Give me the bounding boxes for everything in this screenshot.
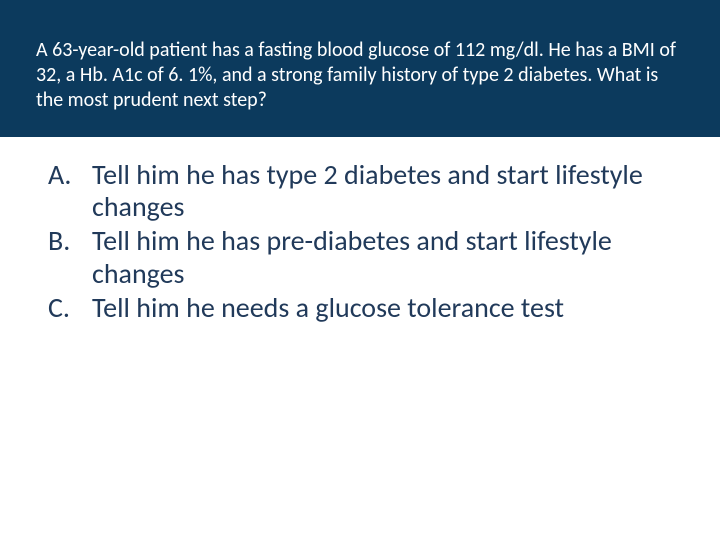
answer-item: C. Tell him he needs a glucose tolerance… [48, 292, 672, 324]
question-text: A 63-year-old patient has a fasting bloo… [36, 38, 684, 113]
answer-item: B. Tell him he has pre-diabetes and star… [48, 225, 672, 289]
answer-marker: A. [48, 159, 92, 191]
slide: A 63-year-old patient has a fasting bloo… [0, 0, 720, 540]
answer-text: Tell him he has type 2 diabetes and star… [92, 159, 672, 223]
answer-marker: C. [48, 292, 92, 324]
header-band: A 63-year-old patient has a fasting bloo… [0, 0, 720, 137]
answer-text: Tell him he has pre-diabetes and start l… [92, 225, 672, 289]
answer-marker: B. [48, 225, 92, 257]
answer-list: A. Tell him he has type 2 diabetes and s… [48, 159, 672, 324]
body-area: A. Tell him he has type 2 diabetes and s… [0, 137, 720, 324]
answer-text: Tell him he needs a glucose tolerance te… [92, 292, 672, 324]
answer-item: A. Tell him he has type 2 diabetes and s… [48, 159, 672, 223]
